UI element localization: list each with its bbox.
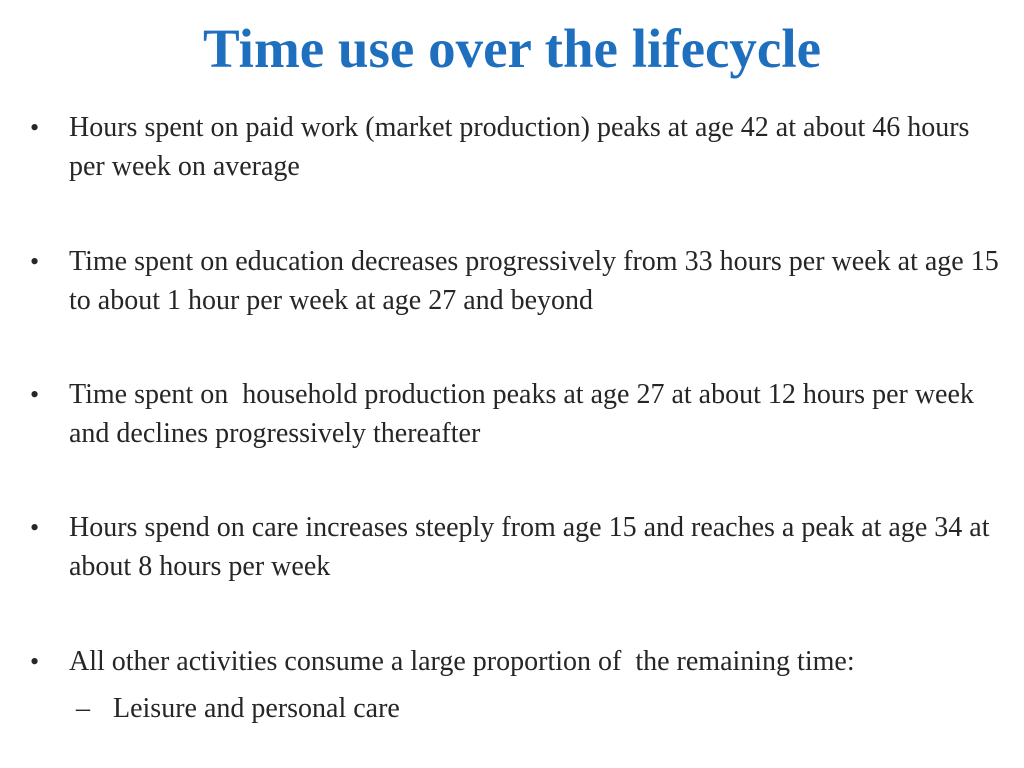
bullet-item: • Time spent on education decreases prog…: [30, 242, 1005, 320]
bullet-text-paid-work: Hours spent on paid work (market product…: [69, 112, 977, 182]
bullet-item: • Hours spent on paid work (market produ…: [30, 108, 1005, 186]
sub-bullet-marker: –: [76, 693, 90, 724]
slide-title: Time use over the lifecycle: [202, 18, 822, 79]
bullet-marker: •: [30, 247, 40, 276]
sub-bullet-text-leisure: Leisure and personal care: [113, 693, 400, 724]
bullet-text-household: Time spent on household production peaks…: [69, 379, 981, 449]
bullet-item: • All other activities consume a large p…: [30, 642, 1005, 681]
bullet-item: • Hours spend on care increases steeply …: [30, 508, 1005, 586]
bullet-marker: •: [30, 513, 40, 542]
bullet-marker: •: [30, 647, 40, 676]
bullet-text-care: Hours spend on care increases steeply fr…: [69, 512, 997, 582]
sub-bullet-item: – Leisure and personal care: [76, 689, 976, 728]
bullet-text-education: Time spent on education decreases progre…: [69, 246, 1006, 316]
bullet-marker: •: [30, 380, 40, 409]
bullet-item: • Time spent on household production pea…: [30, 375, 1005, 453]
bullet-text-other-activities: All other activities consume a large pro…: [69, 646, 855, 677]
bullet-marker: •: [30, 113, 40, 142]
